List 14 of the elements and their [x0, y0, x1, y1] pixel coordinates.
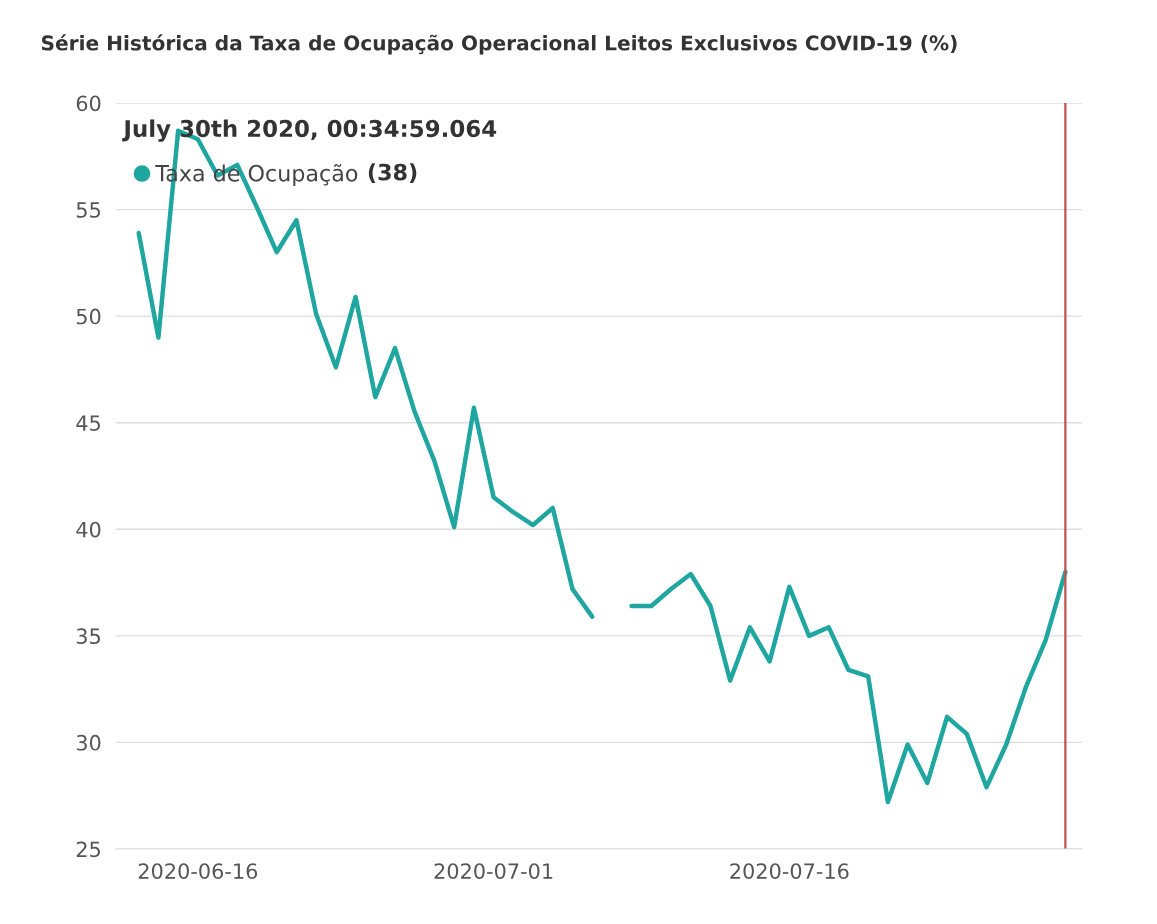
y-tick-label: 35 — [76, 628, 100, 645]
y-tick-label: 30 — [76, 734, 101, 751]
y-tick-label: 45 — [76, 415, 100, 431]
y-tick-label: 25 — [76, 841, 100, 858]
chart-title: Série Histórica da Taxa de Ocupação Operacional Leitos Exclusivos COVID-19 (%) — [41, 34, 957, 55]
x-tick-label: 2020-07-16 — [730, 863, 849, 879]
y-tick-label: 60 — [76, 95, 101, 112]
x-tick-label: 2020-06-16 — [138, 863, 258, 879]
y-tick-label: 55 — [76, 202, 100, 218]
x-tick-label: 2020-07-01 — [434, 863, 553, 879]
annotation: (38) — [368, 163, 417, 184]
y-tick-label: 50 — [76, 308, 101, 325]
y-tick-label: 40 — [76, 521, 101, 538]
annotation: July 30th 2020, 00:34:59.064 — [122, 119, 497, 142]
